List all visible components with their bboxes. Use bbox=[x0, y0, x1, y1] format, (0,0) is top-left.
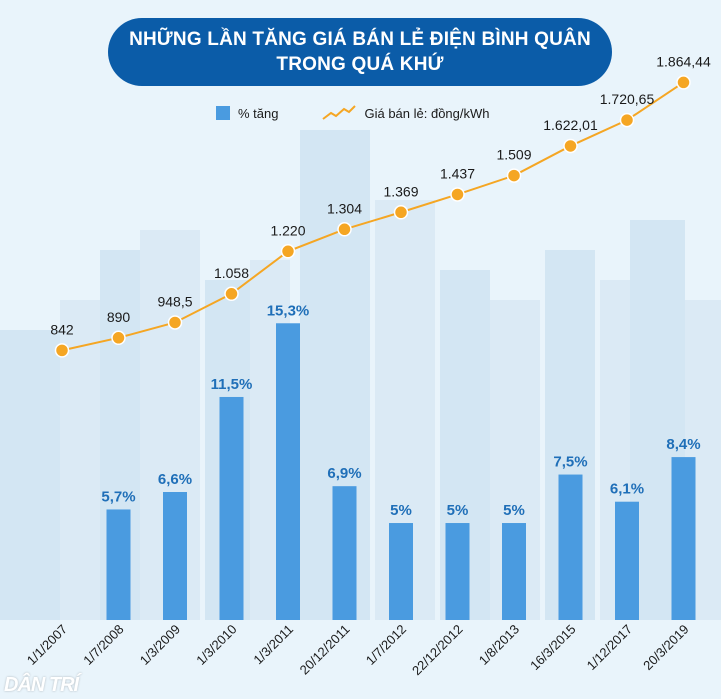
bar bbox=[389, 523, 413, 620]
price-point bbox=[54, 343, 70, 358]
bar-value-label: 5% bbox=[447, 502, 469, 519]
price-point bbox=[337, 222, 352, 237]
price-label: 1.864,44 bbox=[656, 53, 711, 69]
x-tick-label: 1/1/2007 bbox=[24, 622, 70, 668]
price-point bbox=[167, 315, 183, 330]
price-line bbox=[61, 81, 685, 352]
bar-value-label: 6,1% bbox=[610, 481, 644, 498]
price-label: 1.720,65 bbox=[600, 91, 655, 107]
bar-value-label: 15,3% bbox=[267, 302, 310, 319]
x-tick-label: 1/3/2011 bbox=[250, 622, 296, 668]
bar-value-label: 5% bbox=[390, 502, 412, 519]
title-line-2: TRONG QUÁ KHỨ bbox=[276, 54, 444, 75]
price-point bbox=[563, 138, 578, 154]
bar bbox=[332, 486, 357, 620]
x-tick-label: 1/8/2013 bbox=[476, 622, 522, 668]
price-label: 1.304 bbox=[327, 200, 362, 216]
price-label: 1.369 bbox=[383, 183, 418, 199]
bar-value-label: 8,4% bbox=[666, 436, 700, 453]
bar bbox=[276, 323, 300, 620]
price-point bbox=[506, 168, 522, 183]
x-tick-label: 1/7/2008 bbox=[80, 622, 126, 668]
bar bbox=[163, 492, 187, 620]
price-label: 1.509 bbox=[496, 147, 531, 163]
title-line-1: NHỮNG LẦN TĂNG GIÁ BÁN LẺ ĐIỆN BÌNH QUÂN bbox=[129, 29, 591, 50]
price-point bbox=[224, 286, 239, 302]
x-tick-label: 1/3/2010 bbox=[193, 622, 239, 668]
bar-value-label: 5% bbox=[503, 502, 525, 519]
bar-value-label: 6,6% bbox=[158, 471, 192, 488]
bar bbox=[502, 523, 526, 620]
price-label: 842 bbox=[50, 321, 74, 337]
price-point bbox=[393, 205, 409, 220]
price-label: 948,5 bbox=[157, 293, 192, 309]
price-point bbox=[619, 112, 635, 128]
bar bbox=[219, 396, 244, 620]
x-tick-label: 1/3/2009 bbox=[137, 622, 183, 668]
x-tick-label: 22/12/2012 bbox=[409, 622, 466, 679]
bar-value-labels: 5,7% 6,6% 11,5% 15,3% 6,9% 5% 5% 5% 7,5% 6,1% 8,4% bbox=[101, 302, 700, 519]
price-point bbox=[280, 244, 296, 259]
bar-value-label: 5,7% bbox=[101, 488, 135, 505]
bar bbox=[615, 501, 639, 620]
bar-value-label: 6,9% bbox=[327, 465, 361, 482]
price-point bbox=[111, 330, 126, 346]
bar-swatch-icon bbox=[216, 106, 230, 120]
bar bbox=[671, 457, 696, 620]
legend-bar-label: % tăng bbox=[238, 105, 279, 121]
price-label: 890 bbox=[107, 309, 131, 325]
x-tick-label: 20/3/2019 bbox=[640, 622, 692, 674]
price-label: 1.058 bbox=[214, 265, 249, 281]
bar-series bbox=[106, 323, 696, 620]
bar bbox=[445, 523, 470, 620]
x-tick-label: 16/3/2015 bbox=[527, 622, 579, 674]
bar bbox=[106, 509, 131, 620]
price-label: 1.220 bbox=[270, 222, 305, 238]
legend-item-bars: % tăng bbox=[216, 106, 278, 121]
x-tick-label: 1/7/2012 bbox=[363, 622, 409, 668]
skyline-building bbox=[0, 330, 60, 620]
legend: % tăng Giá bán lẻ: đồng/kWh bbox=[216, 102, 534, 124]
chart-title: NHỮNG LẦN TĂNG GIÁ BÁN LẺ ĐIỆN BÌNH QUÂN… bbox=[108, 18, 612, 86]
legend-line-label: Giá bán lẻ: đồng/kWh bbox=[364, 105, 490, 121]
line-swatch-icon bbox=[322, 105, 357, 120]
price-label: 1.437 bbox=[440, 165, 475, 181]
price-point bbox=[676, 75, 691, 90]
line-value-labels: 842 890 948,5 1.058 1.220 1.304 1.369 1.437 1.50… bbox=[50, 53, 711, 337]
bar-value-label: 11,5% bbox=[211, 376, 253, 393]
price-point bbox=[450, 187, 465, 202]
watermark-logo: DÂN TRÍ bbox=[4, 674, 79, 696]
x-axis-tick-labels: 1/1/2007 1/7/2008 1/3/2009 1/3/2010 1/3/2011… bbox=[24, 622, 692, 679]
line-series bbox=[54, 75, 691, 358]
legend-item-line: Giá bán lẻ: đồng/kWh bbox=[322, 103, 490, 123]
x-tick-label: 1/12/2017 bbox=[584, 622, 636, 674]
bar-value-label: 7,5% bbox=[553, 454, 587, 471]
price-label: 1.622,01 bbox=[543, 117, 598, 133]
x-tick-label: 20/12/2011 bbox=[297, 622, 353, 678]
bar bbox=[558, 474, 583, 620]
